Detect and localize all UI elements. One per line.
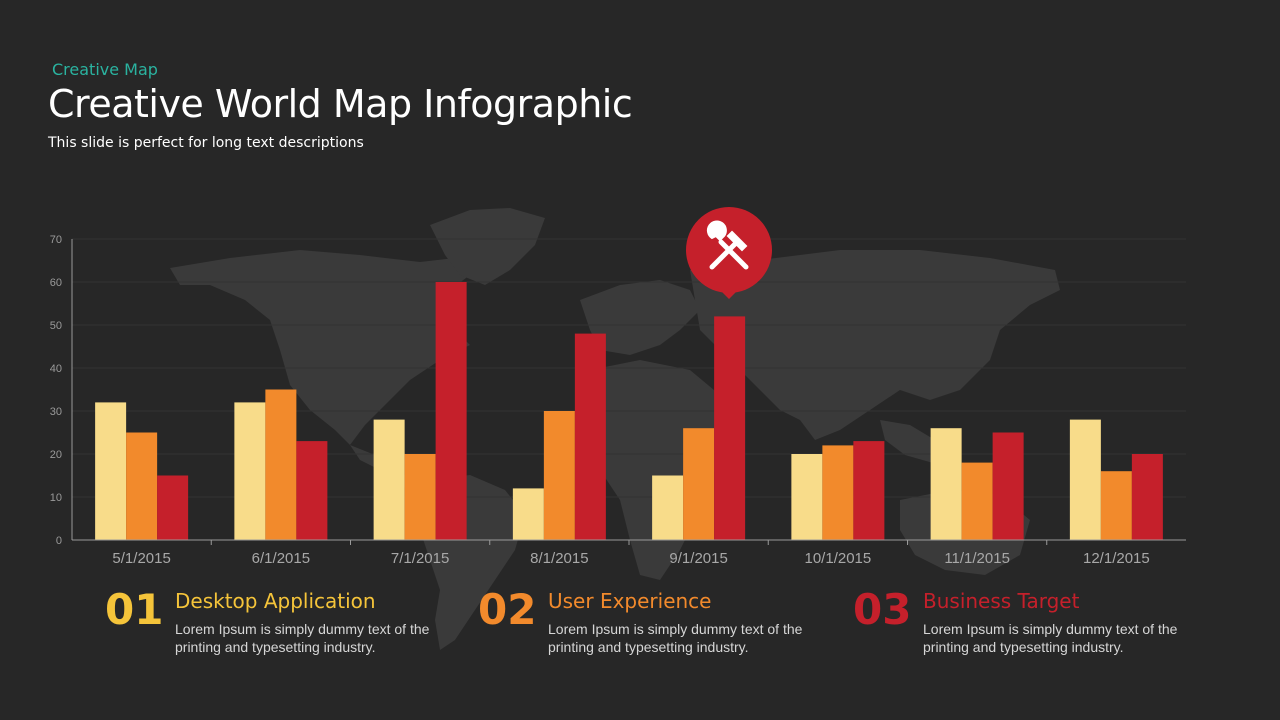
item-title: Business Target <box>923 589 1080 613</box>
item-number: 03 <box>853 585 912 634</box>
y-axis: 0 10 20 30 40 50 60 70 <box>50 234 73 547</box>
page-title: Creative World Map Infographic <box>48 82 633 126</box>
chart-bars <box>95 282 1163 540</box>
bar-series-1 <box>234 402 266 540</box>
bar-series-1 <box>512 488 544 540</box>
bar-series-1 <box>930 428 962 540</box>
bar-series-1 <box>791 454 823 540</box>
x-tick-label: 12/1/2015 <box>1083 550 1150 567</box>
y-tick-label: 20 <box>50 449 62 461</box>
info-item-3: 03 Business Target Lorem Ipsum is simply… <box>853 585 1193 665</box>
bar-series-1 <box>1069 419 1101 540</box>
kicker-label: Creative Map <box>52 60 158 79</box>
bar-series-2 <box>961 462 993 540</box>
bar-series-2 <box>404 454 436 540</box>
world-map-background <box>170 208 1060 650</box>
y-tick-label: 10 <box>50 492 62 504</box>
bar-series-3 <box>296 441 328 540</box>
x-tick-label: 11/1/2015 <box>944 550 1010 567</box>
x-axis: 5/1/2015 6/1/2015 7/1/2015 8/1/2015 9/1/2015… <box>72 539 1186 567</box>
bar-series-3 <box>157 475 189 540</box>
bar-series-3 <box>435 282 467 540</box>
y-tick-label: 60 <box>50 277 62 289</box>
bar-series-3 <box>574 333 606 540</box>
bar-series-2 <box>1100 471 1132 540</box>
item-number: 01 <box>105 585 164 634</box>
map-marker <box>686 207 772 299</box>
bar-series-2 <box>543 411 575 540</box>
x-tick-label: 9/1/2015 <box>669 550 727 567</box>
bar-series-2 <box>683 428 715 540</box>
item-title: User Experience <box>548 589 712 613</box>
hammer-wrench-icon <box>706 220 749 270</box>
item-title: Desktop Application <box>175 589 376 613</box>
x-tick-label: 6/1/2015 <box>252 550 310 567</box>
y-tick-label: 50 <box>50 320 62 332</box>
bar-series-2 <box>126 432 158 540</box>
item-text: Lorem Ipsum is simply dummy text of the … <box>175 621 430 655</box>
bar-series-1 <box>373 419 405 540</box>
bar-series-1 <box>652 475 684 540</box>
x-tick-label: 10/1/2015 <box>805 550 872 567</box>
x-tick-label: 7/1/2015 <box>391 550 449 567</box>
x-tick-label: 8/1/2015 <box>530 550 588 567</box>
x-tick-label: 5/1/2015 <box>112 550 170 567</box>
y-tick-label: 30 <box>50 406 62 418</box>
y-tick-label: 0 <box>56 535 62 547</box>
item-text: Lorem Ipsum is simply dummy text of the … <box>923 621 1178 655</box>
page-subtitle: This slide is perfect for long text desc… <box>48 135 364 151</box>
bar-series-2 <box>265 389 297 540</box>
info-item-2: 02 User Experience Lorem Ipsum is simply… <box>478 585 818 665</box>
bar-series-3 <box>714 316 746 540</box>
info-item-1: 01 Desktop Application Lorem Ipsum is si… <box>105 585 445 665</box>
bar-series-2 <box>822 445 854 540</box>
bar-series-1 <box>95 402 127 540</box>
y-tick-label: 40 <box>50 363 62 375</box>
bar-series-3 <box>1131 454 1163 540</box>
item-number: 02 <box>478 585 537 634</box>
item-text: Lorem Ipsum is simply dummy text of the … <box>548 621 803 655</box>
bar-series-3 <box>992 432 1024 540</box>
bar-series-3 <box>853 441 885 540</box>
y-tick-label: 70 <box>50 234 62 246</box>
